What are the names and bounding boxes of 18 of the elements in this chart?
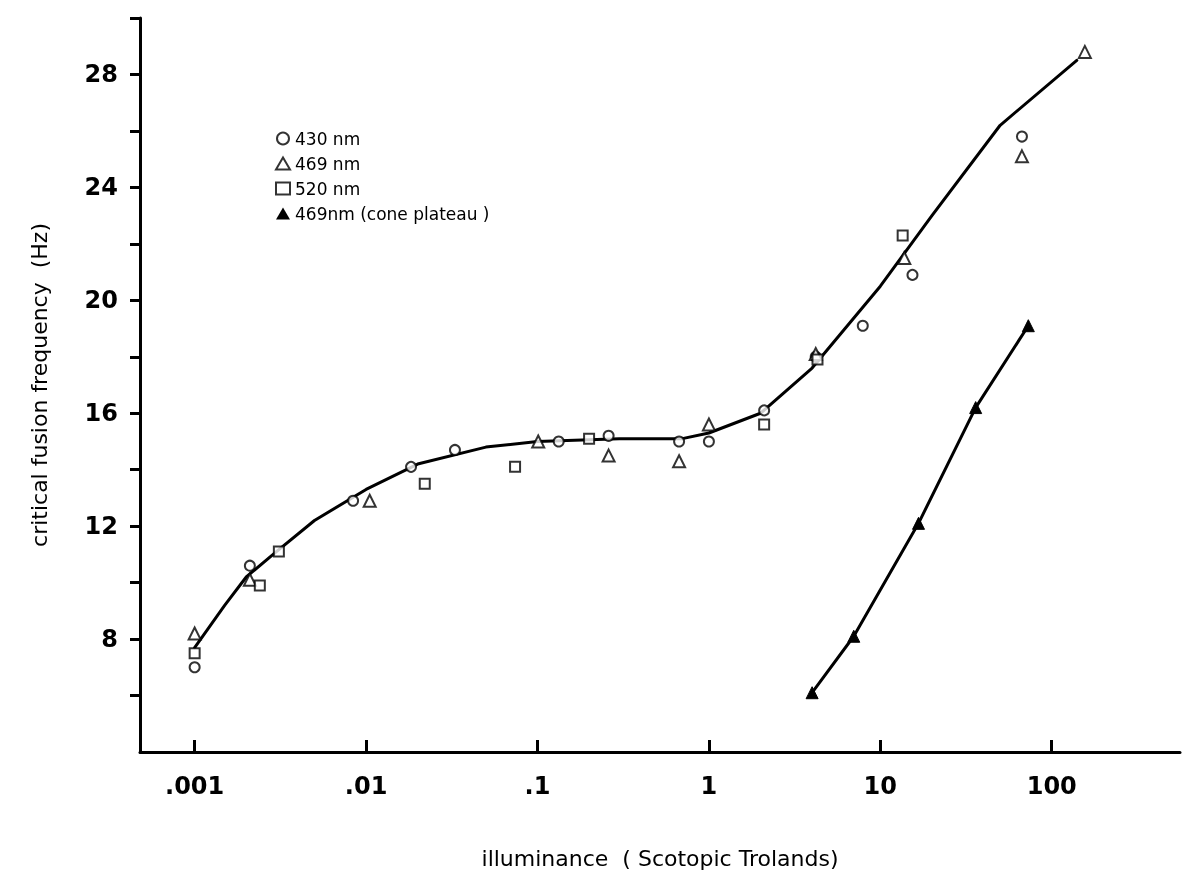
y-tick-label: 8 (101, 625, 118, 654)
y-tick-label: 12 (84, 512, 118, 541)
y-tick-label: 28 (84, 60, 118, 89)
legend-label: 520 nm (295, 178, 361, 199)
y-tick-label: 16 (84, 399, 118, 428)
x-tick-label: 10 (863, 772, 898, 800)
y-tick-label: 24 (84, 173, 118, 202)
legend-label: 469nm (cone plateau ) (295, 203, 490, 224)
x-tick-label: .1 (524, 772, 551, 800)
x-tick-label: 100 (1026, 772, 1077, 800)
x-axis-title: illuminance ( Scotopic Trolands) (481, 845, 839, 871)
x-tick-label: .001 (165, 772, 225, 800)
y-axis-title: critical fusion frequency (Hz) (26, 223, 52, 547)
y-tick-label: 20 (84, 286, 118, 315)
legend-label: 430 nm (295, 128, 361, 149)
x-tick-label: 1 (700, 772, 718, 800)
x-tick-label: .01 (344, 772, 388, 800)
legend-label: 469 nm (295, 153, 361, 174)
